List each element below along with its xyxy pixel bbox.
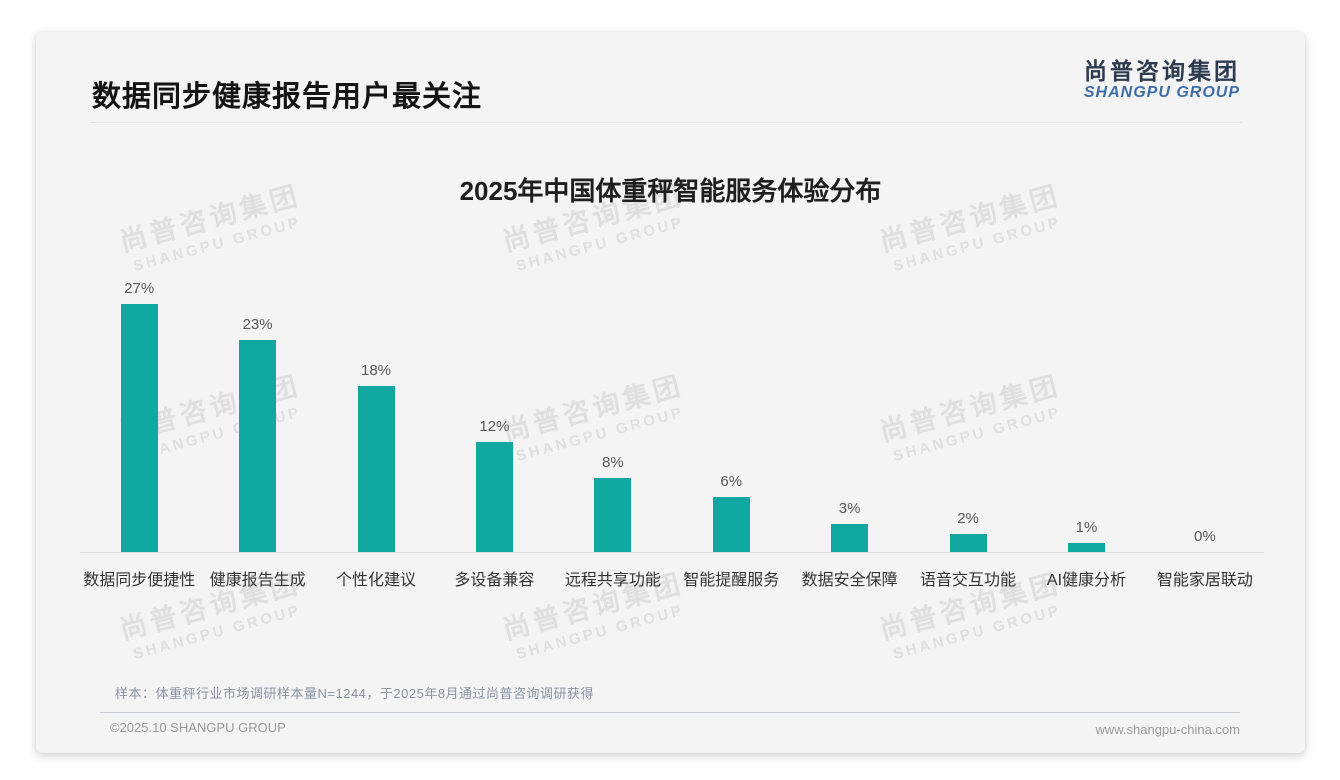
bar (949, 533, 987, 552)
category-label: AI健康分析 (1046, 572, 1127, 589)
footer-copyright: ©2025.10 SHANGPU GROUP (110, 720, 286, 735)
bar-value-label: 12% (479, 417, 510, 435)
watermark-en-text: SHANGPU GROUP (131, 213, 304, 275)
category-label: 数据安全保障 (801, 572, 898, 589)
bar-column: 23% (198, 316, 316, 552)
bar-column: 6% (672, 473, 790, 552)
sample-note: 样本：体重秤行业市场调研样本量N=1244，于2025年8月通过尚普咨询调研获得 (115, 686, 595, 701)
bar-value-label: 8% (601, 454, 624, 472)
bar-column: 18% (317, 362, 435, 552)
bar-column: 2% (909, 510, 1027, 552)
watermark-en-text: SHANGPU GROUP (131, 601, 304, 663)
bar-column: 8% (554, 454, 672, 552)
logo-chinese-name: 尚普咨询集团 (1084, 58, 1240, 84)
chart-category-axis: 数据同步便捷性 健康报告生成 个性化建议 多设备兼容 远程共享功能 智能提醒服务 数据安全保… (80, 566, 1264, 590)
bar (1067, 542, 1105, 552)
page-title: 数据同步健康报告用户最关注 (92, 81, 483, 113)
bar (831, 524, 869, 552)
bar-value-label: 1% (1075, 518, 1098, 536)
bar-value-label: 6% (720, 472, 743, 490)
category-label: 智能提醒服务 (683, 572, 780, 589)
header-divider (90, 122, 1242, 123)
bar (120, 303, 158, 552)
bar-value-label: 23% (242, 316, 273, 334)
bar-column: 27% (80, 280, 198, 552)
watermark-en-text: SHANGPU GROUP (891, 601, 1064, 663)
bar-column: 1% (1027, 519, 1145, 552)
bar (712, 496, 750, 552)
shangpu-logo: 尚普咨询集团 SHANGPU GROUP (1084, 58, 1240, 103)
category-label: 个性化建议 (336, 572, 417, 589)
watermark-en-text: SHANGPU GROUP (891, 213, 1064, 275)
bar-chart: 27% 23% 18% 12% 8% 6% 3% 2% 1% 0% 数据同步便捷性 健康报告生成 个性… (80, 280, 1264, 590)
category-label: 健康报告生成 (209, 572, 306, 589)
bar (357, 386, 395, 552)
bar (475, 441, 513, 552)
bar (594, 478, 632, 552)
category-label: 远程共享功能 (564, 572, 661, 589)
category-label: 语音交互功能 (920, 572, 1017, 589)
category-label: 数据同步便捷性 (83, 572, 196, 589)
chart-plot-area: 27% 23% 18% 12% 8% 6% 3% 2% 1% 0% (80, 280, 1264, 553)
category-label: 多设备兼容 (454, 572, 535, 589)
report-card: 尚普咨询集团 SHANGPU GROUP 尚普咨询集团 SHANGPU GROUP 尚普… (36, 32, 1305, 753)
bar-value-label: 3% (838, 500, 861, 518)
logo-english-name: SHANGPU GROUP (1083, 84, 1240, 102)
chart-title: 2025年中国体重秤智能服务体验分布 (459, 176, 882, 206)
bar-column: 12% (435, 418, 553, 552)
bar-value-label: 18% (361, 362, 392, 380)
watermark-en-text: SHANGPU GROUP (514, 213, 687, 275)
bar-column: 0% (1146, 528, 1264, 552)
bar-value-label: 0% (1194, 528, 1216, 545)
category-label: 智能家居联动 (1156, 572, 1253, 589)
bar-value-label: 27% (124, 279, 155, 297)
footer-website: www.shangpu-china.com (1095, 722, 1240, 737)
watermark-en-text: SHANGPU GROUP (514, 601, 687, 663)
bar-value-label: 2% (957, 509, 979, 527)
footer-divider (100, 712, 1240, 713)
bar (239, 340, 277, 552)
bar-column: 3% (790, 500, 908, 552)
